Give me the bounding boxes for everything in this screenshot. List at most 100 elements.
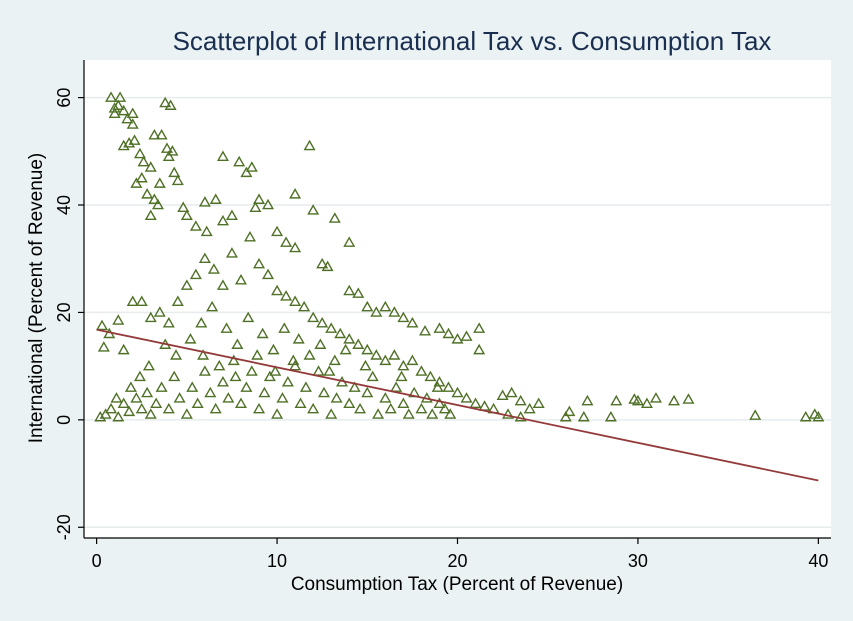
x-axis-label: Consumption Tax (Percent of Revenue) (291, 574, 623, 595)
data-point (245, 161, 258, 172)
data-point (105, 402, 118, 414)
data-point (225, 247, 238, 258)
data-point (366, 370, 379, 382)
y-axis-label: International (Percent of Revenue) (26, 153, 47, 443)
data-point (258, 386, 271, 398)
data-point (433, 322, 446, 333)
data-point (276, 392, 289, 403)
data-point (160, 142, 174, 153)
data-point (352, 287, 365, 298)
data-point (216, 279, 229, 290)
data-point (289, 188, 302, 199)
plot-area (84, 60, 831, 538)
x-tick-label: 20 (447, 551, 467, 571)
data-point (314, 338, 327, 349)
data-point (162, 402, 175, 414)
data-point (379, 354, 392, 366)
data-point (379, 300, 392, 312)
data-point (209, 193, 222, 204)
data-point (496, 389, 509, 400)
data-point (97, 341, 110, 352)
data-point (126, 107, 139, 119)
data-point (216, 150, 229, 161)
data-point (328, 212, 341, 223)
data-point (307, 311, 320, 323)
data-point (334, 327, 347, 339)
data-point (359, 359, 372, 371)
data-point (280, 236, 293, 247)
data-point (153, 177, 166, 188)
data-point (137, 155, 150, 167)
data-point (159, 96, 172, 108)
axes: 0 10 20 30 40 -20 0 20 40 60 (54, 60, 831, 571)
data-point (271, 284, 284, 296)
data-point (110, 392, 123, 403)
data-point (325, 408, 338, 419)
data-point (130, 392, 143, 403)
data-point (812, 410, 825, 422)
data-point (563, 405, 576, 417)
data-point (610, 394, 623, 406)
data-point (303, 349, 316, 360)
data-point (195, 316, 208, 328)
data-point (253, 257, 266, 269)
data-point (126, 295, 139, 306)
data-point (397, 397, 410, 409)
data-point (242, 311, 255, 323)
data-point (444, 408, 457, 419)
data-point (144, 209, 157, 221)
data-point (251, 349, 264, 360)
data-point (198, 365, 211, 376)
data-point (114, 91, 127, 102)
data-point (155, 128, 168, 140)
data-point (323, 365, 336, 376)
data-point (682, 393, 695, 404)
data-point (256, 327, 269, 339)
data-point (164, 99, 177, 110)
data-point (135, 171, 148, 183)
y-tick-label: 20 (54, 302, 74, 322)
data-point (330, 392, 343, 403)
data-point (343, 236, 356, 247)
data-point (253, 193, 266, 204)
data-point (397, 359, 410, 371)
data-point (442, 327, 455, 339)
data-point (222, 392, 235, 403)
data-point (402, 408, 415, 419)
data-point (191, 397, 204, 409)
data-point (108, 107, 121, 119)
data-point (240, 166, 253, 178)
data-point (352, 338, 365, 349)
data-point (117, 139, 130, 151)
data-point (451, 333, 464, 344)
data-point (316, 257, 329, 269)
data-point (631, 394, 644, 406)
data-point (415, 402, 428, 414)
data-point (460, 330, 473, 341)
data-point (112, 314, 125, 325)
data-point (287, 354, 300, 366)
data-point (451, 386, 464, 398)
data-point (240, 381, 253, 392)
data-point (144, 311, 157, 323)
data-point (171, 174, 184, 186)
data-point (390, 381, 403, 392)
data-point (233, 155, 246, 167)
data-point (640, 397, 653, 409)
data-point (243, 231, 257, 242)
data-point (289, 359, 302, 371)
data-point (262, 268, 275, 280)
data-point (406, 316, 419, 328)
data-point (581, 394, 594, 406)
data-point (189, 268, 202, 280)
data-point (668, 394, 681, 406)
data-point (289, 241, 302, 253)
data-point (406, 354, 419, 366)
data-point (433, 397, 446, 409)
data-point (469, 397, 482, 409)
x-tick-label: 40 (808, 551, 828, 571)
data-point (184, 333, 197, 344)
data-point (749, 409, 762, 420)
data-point (204, 386, 217, 398)
